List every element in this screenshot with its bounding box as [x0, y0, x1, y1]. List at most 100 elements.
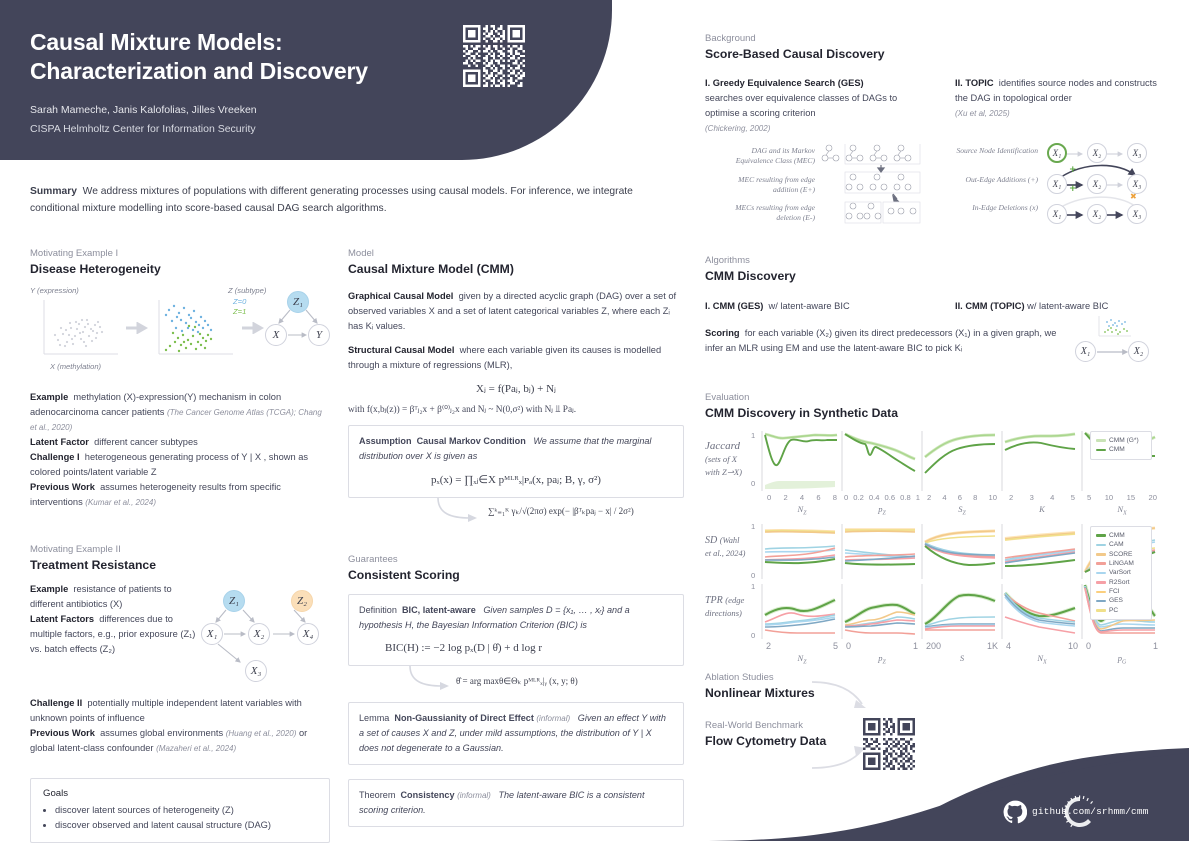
dag-treatment-resistance: Z₁ Z₂ X₁ X₂ X₄ X₃	[198, 584, 333, 689]
topic-caption-2: Out-Edge Additions (+)	[965, 175, 1038, 185]
ablation-headline: Nonlinear Mixtures	[705, 685, 815, 700]
cispa-logo-icon	[1063, 795, 1094, 828]
arrow-icon-1	[126, 321, 148, 334]
assumption-term: Assumption	[359, 436, 412, 447]
summary-label: Summary	[30, 186, 77, 197]
motivating1-items: Example methylation (X)-expression(Y) me…	[30, 390, 330, 510]
background-ges: I. Greedy Equivalence Search (GES) search…	[705, 77, 898, 134]
legend-item: LiNGAM	[1096, 559, 1146, 568]
assumption-callout: ∑ᵏ₌₁ᴷ γₖ/√(2πσ) exp(− |βᵀₖpaⱼ − x| / 2σ²…	[348, 498, 684, 532]
topic-node-x1-b: X₁	[1047, 174, 1067, 195]
topic-node-x2-b: X₂	[1087, 174, 1107, 195]
lemma-box: Lemma Non-Gaussianity of Direct Effect (…	[348, 702, 684, 766]
topic-node-x3-b: X₃	[1127, 174, 1147, 195]
legend-item: R2Sort	[1096, 578, 1146, 587]
model-equation-1-note: with f(x,bⱼ(z)) = βᵀⱼ₂x + β⁽⁰⁾ⱼ₂x and Nⱼ…	[348, 405, 577, 416]
theorem-informal: (informal)	[457, 791, 491, 801]
topic-node-x2-c: X₂	[1087, 204, 1107, 225]
deletion-x-icon: ✖	[1130, 192, 1137, 201]
title-line-1: Causal Mixture Models:	[30, 29, 283, 55]
algorithms-headline: CMM Discovery	[705, 268, 796, 283]
dag2-node-x2: X₂	[248, 623, 270, 646]
dag2-edges	[215, 609, 306, 663]
fig1-legend-z0: Z=0	[233, 296, 247, 306]
goals-box: Goals discover latent sources of heterog…	[30, 778, 330, 843]
chart-sd-ytick-bottom: 0	[751, 570, 756, 580]
algorithm-1: I. CMM (GES) w/ latent-aware BIC	[705, 300, 850, 311]
curved-arrow-icon-1	[437, 498, 477, 523]
legend-item: VarSort	[1096, 568, 1146, 577]
topic-edges: + + ✖	[1060, 151, 1137, 220]
list-item: Challenge II potentially multiple indepe…	[30, 698, 302, 724]
list-item: Challenge I heterogeneous generating pro…	[30, 452, 309, 478]
assumption-equation: pₓ(x) = ∏ₓⱼ∈X pᴹᴸᴿₓ|ᴘₐ(x, paⱼ; B, γ, σ²)	[431, 474, 601, 487]
background-topic: II. TOPIC identifies source nodes and co…	[955, 77, 1157, 118]
dag-node-x: X	[265, 323, 287, 346]
goals-bullet: discover observed and latent causal stru…	[55, 818, 317, 833]
algorithm-2: II. CMM (TOPIC) w/ latent-aware BIC	[955, 300, 1109, 311]
chart-sd-tpr: SD (Wahl et al., 2024) TPR (edge direction…	[705, 521, 1170, 666]
chart-tpr-ylabel: TPR (edge directions)	[705, 594, 745, 618]
mec-diagram	[821, 144, 921, 224]
legend-item: PC	[1096, 606, 1146, 615]
dag-node-y: Y	[308, 323, 330, 346]
github-icon[interactable]	[1003, 800, 1027, 824]
column-middle: Model Causal Mixture Model (CMM) Graphic…	[348, 248, 684, 828]
theorem-box: Theorem Consistency (informal) The laten…	[348, 779, 684, 828]
arrow-icon-2	[242, 321, 264, 334]
definition-name: BIC, latent-aware	[401, 605, 476, 616]
evaluation-kicker: Evaluation	[705, 392, 750, 404]
assumption-name: Causal Markov Condition	[416, 436, 526, 447]
dag2-node-x1: X₁	[201, 623, 223, 646]
model-structural: Structural Causal Model where each varia…	[348, 345, 662, 371]
background-kicker: Background	[705, 33, 756, 44]
fig1-x-label: X (methylation)	[50, 361, 102, 371]
topic-node-x1-source: X₁	[1047, 143, 1067, 164]
chart-jaccard-ytick-bottom: 0	[751, 478, 756, 488]
qr-code-icon[interactable]	[863, 717, 915, 770]
lemma-informal: (informal)	[536, 714, 571, 724]
chart-sd-ytick-top: 1	[751, 521, 756, 531]
legend-item: CAM	[1096, 540, 1146, 549]
topic-caption-1: Source Node Identification	[956, 146, 1038, 156]
qr-code-icon[interactable]	[463, 25, 525, 87]
github-url[interactable]: github.com/srhmm/cmm	[1032, 806, 1149, 817]
fig1-legend-z1: Z=1	[233, 306, 247, 316]
motivating2-items-top: Example resistance of patients to differ…	[30, 582, 205, 657]
definition-callout: θ̂ = arg maxθ∈Θₖ pᴹᴸᴿₓ|ᵧ (x, y; θ)	[348, 666, 684, 698]
definition-equation: BIC(H) := −2 log pₓ(D | θ̂) + d log r	[385, 642, 542, 655]
dag2-node-x3: X₃	[245, 660, 267, 683]
list-item: Latent Factors differences due to multip…	[30, 614, 196, 655]
mec-caption-2: MEC resulting from edge addition (E+)	[738, 175, 815, 195]
list-item: Previous Work assumes heterogeneity resu…	[30, 482, 281, 508]
motivating2-kicker: Motivating Example II	[30, 544, 121, 556]
background-headline: Score-Based Causal Discovery	[705, 46, 885, 61]
dag2-node-z2: Z₂	[291, 590, 313, 613]
algorithms-kicker: Algorithms	[705, 255, 750, 267]
svg-text:+: +	[1069, 165, 1077, 175]
curved-arrow-icon-2	[409, 666, 449, 691]
background-figures: DAG and its Markov Equivalence Class (ME…	[705, 143, 1170, 229]
motivating1-headline: Disease Heterogeneity	[30, 261, 161, 276]
definition-text: Given samples D = {x₁, … , xᵣ} and a hyp…	[359, 605, 630, 631]
chart-sd-tpr-legend: CMM CAM SCORE LiNGAM VarSort R2Sort FCI …	[1090, 525, 1152, 621]
evaluation-headline: CMM Discovery in Synthetic Data	[705, 405, 899, 420]
list-item: Latent Factor different cancer subtypes	[30, 437, 198, 448]
chart-sd-ylabel: SD (Wahl et al., 2024)	[705, 534, 746, 558]
poster-header: Causal Mixture Models: Characterization …	[0, 0, 612, 160]
dag-zxy: Z₁ X Y	[262, 286, 332, 366]
callout-equation-2: θ̂ = arg maxθ∈Θₖ pᴹᴸᴿₓ|ᵧ (x, y; θ)	[456, 676, 578, 687]
chart-sd-tpr-plot	[761, 523, 1157, 639]
theorem-term: Theorem	[359, 790, 396, 801]
fig1-mid-label: Z (subtype)	[228, 285, 267, 295]
title-line-2: Characterization and Discovery	[30, 58, 368, 85]
disease-heterogeneity-figure: Y (expression)	[30, 286, 330, 378]
model-kicker: Model	[348, 248, 374, 259]
colored-scatter-plot	[158, 299, 233, 355]
dag2-node-z1: Z₁	[223, 590, 245, 613]
mec-caption-1: DAG and its Markov Equivalence Class (ME…	[735, 146, 815, 166]
model-equation-1: Xⱼ = f(Paⱼ, bⱼ) + Nⱼ	[476, 383, 556, 396]
legend-item: GES	[1096, 596, 1146, 605]
motivating2-items-bottom: Challenge II potentially multiple indepe…	[30, 696, 330, 756]
